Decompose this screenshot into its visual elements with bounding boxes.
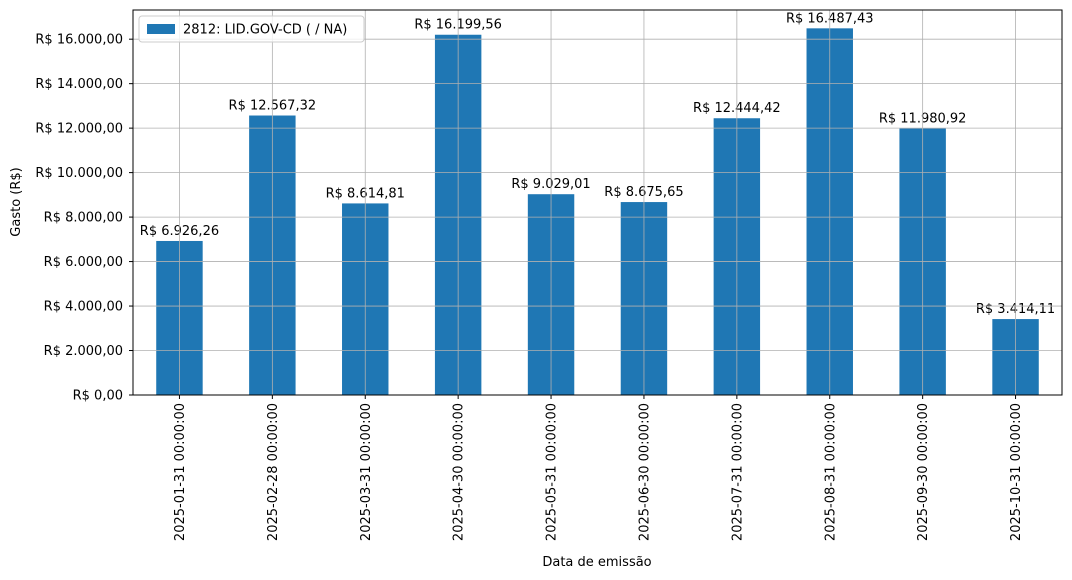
legend-swatch bbox=[147, 24, 175, 34]
grid bbox=[133, 10, 1062, 396]
x-tick-label: 2025-06-30 00:00:00 bbox=[637, 403, 652, 541]
y-tick-label: R$ 2.000,00 bbox=[44, 344, 123, 359]
x-tick-label: 2025-08-31 00:00:00 bbox=[823, 403, 838, 541]
y-tick-label: R$ 0,00 bbox=[73, 389, 123, 404]
y-tick-label: R$ 14.000,00 bbox=[35, 77, 123, 92]
y-tick-label: R$ 10.000,00 bbox=[35, 166, 123, 181]
legend-label: 2812: LID.GOV-CD ( / NA) bbox=[183, 23, 347, 38]
legend-frame bbox=[138, 15, 365, 43]
x-tick-label: 2025-10-31 00:00:00 bbox=[1009, 403, 1024, 541]
x-tick-label: 2025-09-30 00:00:00 bbox=[916, 403, 931, 541]
y-tick-label: R$ 4.000,00 bbox=[44, 300, 123, 315]
y-tick-label: R$ 12.000,00 bbox=[35, 122, 123, 137]
x-tick-label: 2025-05-31 00:00:00 bbox=[545, 403, 560, 541]
x-tick-label: 2025-07-31 00:00:00 bbox=[730, 403, 745, 541]
x-tick-label: 2025-02-28 00:00:00 bbox=[266, 403, 281, 541]
x-tick-label: 2025-03-31 00:00:00 bbox=[359, 403, 374, 541]
y-axis-label: Gasto (R$) bbox=[9, 167, 24, 236]
plot-frame bbox=[132, 9, 1063, 396]
y-tick-label: R$ 16.000,00 bbox=[35, 33, 123, 48]
legend: 2812: LID.GOV-CD ( / NA) bbox=[138, 15, 365, 43]
x-tick-label: 2025-01-31 00:00:00 bbox=[173, 403, 188, 541]
x-tick-label: 2025-04-30 00:00:00 bbox=[452, 403, 467, 541]
x-axis-label: Data de emissão bbox=[542, 555, 651, 570]
y-tick-label: R$ 8.000,00 bbox=[44, 211, 123, 226]
y-tick-label: R$ 6.000,00 bbox=[44, 255, 123, 270]
